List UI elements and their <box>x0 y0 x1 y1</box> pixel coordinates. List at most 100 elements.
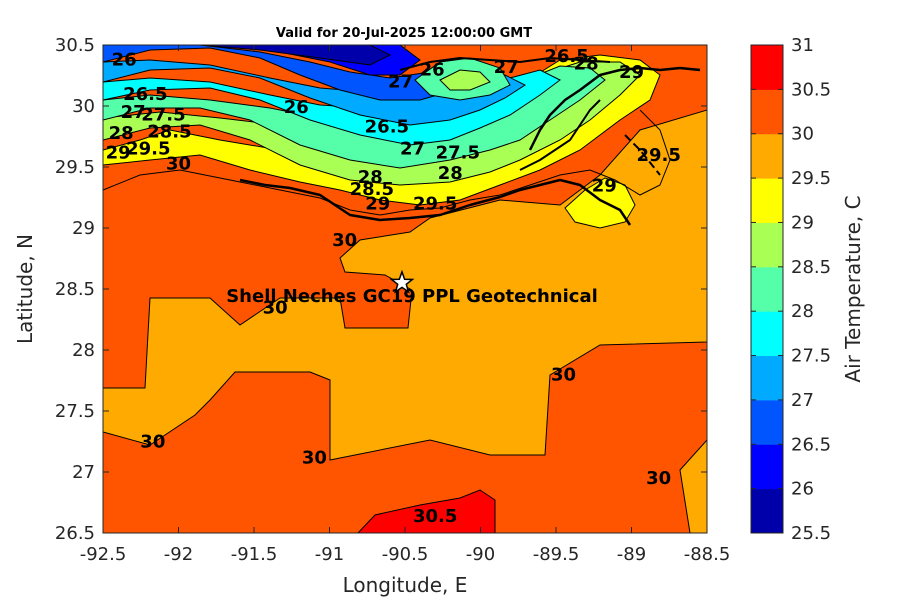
colorbar-tick-label: 28.5 <box>791 257 831 278</box>
colorbar-tick-label: 30 <box>791 124 814 145</box>
band-28.5-north <box>439 69 491 91</box>
islands <box>624 134 661 176</box>
contour-label: 30.5 <box>413 506 457 527</box>
contour-label: 30 <box>166 153 191 174</box>
band-27 <box>103 59 527 126</box>
contour-label: 27 <box>494 57 519 78</box>
band-25.5 <box>140 45 392 66</box>
contour-label: 30 <box>140 432 165 453</box>
contour-label: 30 <box>332 230 357 251</box>
site-label: Shell Neches GC19 PPL Geotechnical <box>226 286 598 307</box>
x-tick-label: -92 <box>164 544 193 565</box>
x-tick-label: -91 <box>315 544 344 565</box>
y-tick-label: 26.5 <box>55 523 95 544</box>
colorbar-tick-label: 28 <box>791 301 814 322</box>
delta-coast <box>519 99 601 171</box>
contour-label: 28.5 <box>147 122 191 143</box>
map-title: Valid for 20-Jul-2025 12:00:00 GMT <box>276 26 532 41</box>
band-30.5 <box>357 489 496 533</box>
contour-label: 30 <box>551 364 576 385</box>
x-tick-label: -88.5 <box>684 544 731 565</box>
coastline <box>239 178 632 226</box>
x-axis-label: Longitude, E <box>343 573 468 597</box>
band-29-east <box>564 177 636 229</box>
colorbar-swatch <box>751 399 783 445</box>
x-tick-label: -90.5 <box>382 544 429 565</box>
contour-label: 30 <box>263 297 288 318</box>
y-tick-label: 29.5 <box>55 157 95 178</box>
x-tick-label: -89.5 <box>533 544 580 565</box>
colorbar-tick-label: 29.5 <box>791 168 831 189</box>
y-axis-label: Latitude, N <box>13 234 37 344</box>
contour-label: 27 <box>388 72 413 93</box>
colorbar-swatch <box>751 488 783 534</box>
colorbar: 25.5 26 26.5 27 27.5 28 28.5 29 29.5 30 30.5 31 <box>750 35 831 544</box>
colorbar-tick-label: 26 <box>791 479 814 500</box>
x-tick-label: -91.5 <box>231 544 278 565</box>
contour-label: 26.5 <box>123 84 167 105</box>
contour-label: 29.5 <box>126 139 170 160</box>
lake-shore <box>399 56 611 71</box>
contour-label: 29 <box>365 194 390 215</box>
x-axis-ticks: -92.5 -92 -91.5 -91 -90.5 -90 -89.5 -89 -88.5 <box>80 45 731 565</box>
y-tick-label: 29 <box>72 218 95 239</box>
y-tick-label: 27 <box>72 462 95 483</box>
colorbar-tick-label: 30.5 <box>791 79 831 100</box>
y-tick-label: 30 <box>72 96 95 117</box>
contour-label: 26 <box>420 59 445 80</box>
contour-label: 27 <box>121 102 146 123</box>
colorbar-tick-label: 25.5 <box>791 523 831 544</box>
contour-label: 28 <box>438 163 463 184</box>
x-tick-label: -89 <box>617 544 646 565</box>
contour-label: 29.5 <box>636 145 680 166</box>
contour-label: 28 <box>358 167 383 188</box>
colorbar-tick-label: 29 <box>791 212 814 233</box>
y-tick-label: 28.5 <box>55 279 95 300</box>
contour-label: 29 <box>619 62 644 83</box>
colorbar-tick-label: 27 <box>791 390 814 411</box>
band-27.5 <box>103 69 561 146</box>
contour-label: 26 <box>284 97 309 118</box>
contour-label: 26.5 <box>544 46 588 67</box>
coastline-north <box>528 66 701 151</box>
contour-label: 28 <box>109 123 134 144</box>
colorbar-tick-label: 27.5 <box>791 346 831 367</box>
colorbar-frame <box>750 44 784 534</box>
x-tick-label: -92.5 <box>80 544 127 565</box>
contour-label: 30 <box>646 468 671 489</box>
contour-label: 29 <box>106 142 131 163</box>
y-tick-label: 30.5 <box>55 35 95 56</box>
contour-label: 27.5 <box>436 142 480 163</box>
colorbar-swatch <box>751 266 783 312</box>
contour-label: 27 <box>400 139 425 160</box>
y-tick-label: 28 <box>72 340 95 361</box>
colorbar-swatch <box>751 45 783 90</box>
colorbar-swatch <box>751 178 783 223</box>
colorbar-swatch <box>751 311 783 357</box>
contour-label: 26.5 <box>365 117 409 138</box>
band-28 <box>103 65 606 169</box>
colorbar-swatch <box>751 222 783 268</box>
contour-label: 29 <box>592 175 617 196</box>
contour-label: 28.5 <box>350 179 394 200</box>
colorbar-swatch <box>751 355 783 401</box>
x-tick-label: -90 <box>466 544 495 565</box>
colorbar-swatch <box>751 89 783 135</box>
contour-label: 26 <box>112 50 137 71</box>
colorbar-label: Air Temperature, C <box>841 195 865 382</box>
colorbar-tick-label: 31 <box>791 35 814 56</box>
site-star-marker <box>389 269 415 294</box>
colorbar-swatch <box>751 133 783 179</box>
y-tick-label: 27.5 <box>55 401 95 422</box>
contour-label: 28 <box>574 53 599 74</box>
contour-label: 27.5 <box>141 105 185 126</box>
colorbar-swatch <box>751 444 783 490</box>
contour-label: 30 <box>302 447 327 468</box>
band-29.5-se <box>679 439 707 533</box>
colorbar-tick-label: 26.5 <box>791 434 831 455</box>
contour-label: 29.5 <box>413 194 457 215</box>
